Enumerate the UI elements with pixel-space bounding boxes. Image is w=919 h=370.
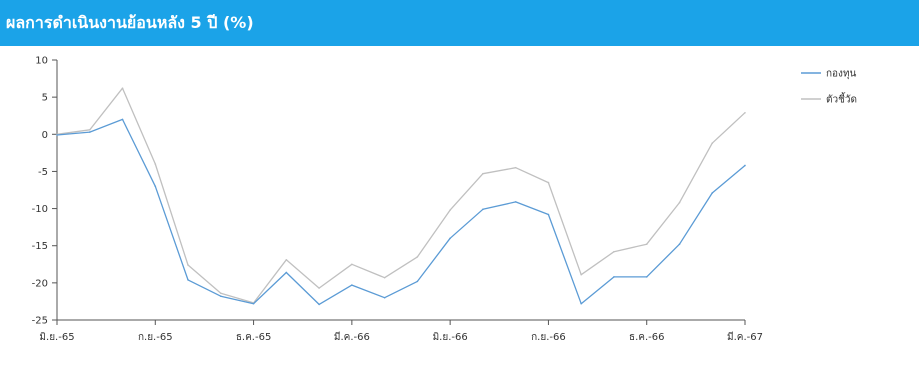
- data-point: [351, 284, 353, 286]
- data-point: [285, 259, 288, 261]
- data-point: [580, 302, 582, 305]
- x-tick-label: มิ.ย.-66: [433, 332, 468, 343]
- y-tick-label: -25: [32, 316, 48, 327]
- data-point: [318, 287, 320, 289]
- data-point: [547, 181, 550, 184]
- x-axis: มิ.ย.-65 ก.ย.-65 ธ.ค.-65 มี.ค.-66 มิ.ย.-66 ก.…: [39, 319, 763, 343]
- data-point: [351, 263, 353, 266]
- data-point: [187, 279, 189, 281]
- data-point: [154, 185, 157, 188]
- data-point: [416, 280, 419, 283]
- data-point: [678, 201, 681, 204]
- data-point: [711, 142, 714, 144]
- data-point: [711, 192, 714, 194]
- y-tick-label: 5: [42, 93, 48, 104]
- x-tick-label: ธ.ค.-66: [629, 332, 664, 343]
- y-tick-label: -10: [32, 204, 48, 215]
- series-line: [56, 118, 746, 306]
- x-tick-label: มี.ค.-67: [727, 331, 763, 343]
- y-tick-label: 0: [42, 130, 48, 141]
- data-point: [645, 276, 648, 278]
- data-point: [744, 164, 746, 167]
- data-point: [220, 292, 222, 295]
- data-point: [56, 134, 58, 136]
- data-point: [514, 201, 517, 203]
- data-point: [449, 237, 451, 240]
- x-tick-label: ก.ย.-66: [531, 332, 566, 343]
- data-point: [547, 213, 550, 216]
- legend: กองทุนตัวชี้วัด: [801, 69, 857, 106]
- data-point: [678, 243, 681, 246]
- y-tick-label: -5: [38, 167, 48, 178]
- performance-line-chart: 10 5 0 -5 -10 -15 -20 -25 มิ.ย.-65 ก.ย.-65 ธ.ค.-6…: [32, 56, 857, 344]
- series-line: [56, 87, 746, 304]
- data-point: [220, 295, 222, 298]
- y-axis: 10 5 0 -5 -10 -15 -20 -25: [32, 56, 58, 327]
- data-point: [416, 256, 419, 258]
- data-point: [613, 250, 615, 253]
- data-point: [121, 87, 124, 90]
- data-point: [383, 276, 386, 279]
- data-point: [383, 296, 386, 299]
- x-tick-label: ธ.ค.-65: [236, 332, 271, 343]
- chart-header: ผลการดำเนินงานย้อนหลัง 5 ปี (%): [0, 0, 919, 46]
- data-point: [645, 243, 648, 246]
- x-tick-label: ก.ย.-65: [138, 332, 173, 343]
- data-point: [252, 302, 255, 305]
- data-point: [744, 111, 746, 114]
- data-point: [482, 172, 484, 175]
- y-tick-label: 10: [35, 56, 48, 67]
- y-tick-label: -15: [32, 241, 48, 252]
- chart-title: ผลการดำเนินงานย้อนหลัง 5 ปี (%): [6, 12, 254, 32]
- data-point: [88, 131, 91, 133]
- series-lines: [56, 87, 746, 306]
- data-point: [613, 276, 615, 278]
- data-point: [318, 303, 320, 306]
- data-point: [154, 163, 157, 165]
- data-point: [514, 166, 517, 169]
- x-tick-label: มี.ค.-66: [334, 331, 370, 343]
- data-point: [580, 273, 582, 276]
- data-point: [285, 271, 288, 274]
- x-tick-label: มิ.ย.-65: [39, 332, 74, 343]
- legend-label: กองทุน: [826, 69, 857, 80]
- data-point: [482, 208, 484, 211]
- data-point: [121, 118, 124, 121]
- y-tick-label: -20: [32, 278, 48, 289]
- legend-label: ตัวชี้วัด: [826, 92, 857, 106]
- data-point: [449, 209, 451, 211]
- data-point: [187, 264, 189, 266]
- data-point: [88, 129, 91, 131]
